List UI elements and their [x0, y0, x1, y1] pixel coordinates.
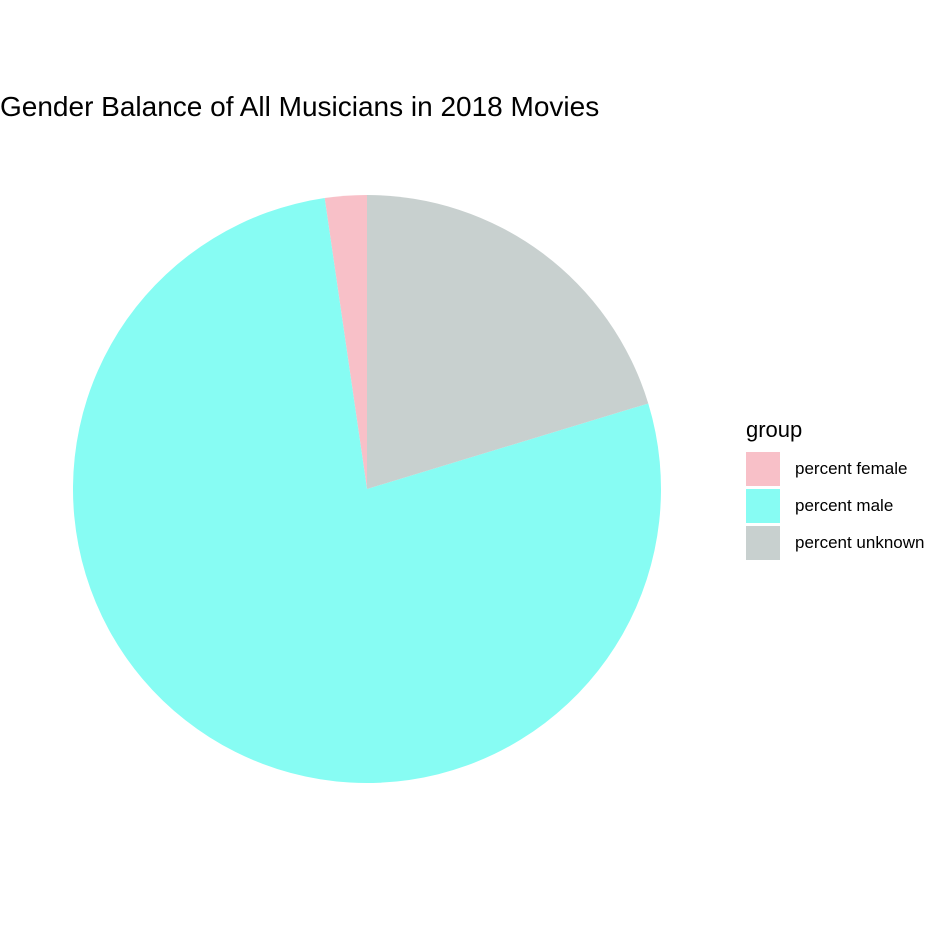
legend-item-male: percent male — [746, 487, 924, 524]
legend-label-male: percent male — [795, 495, 894, 515]
pie-slice-percent-unknown — [367, 195, 649, 489]
pie-slice-percent-female — [324, 195, 367, 489]
chart-title: Gender Balance of All Musicians in 2018 … — [0, 91, 600, 122]
legend-label-female: percent female — [795, 458, 908, 478]
legend-item-female: percent female — [746, 450, 924, 487]
legend-title: group — [746, 417, 803, 442]
legend-key-unknown — [746, 525, 780, 560]
legend-key-female — [746, 451, 780, 486]
pie-slice-percent-male — [72, 198, 661, 783]
legend-item-unknown: percent unknown — [746, 524, 924, 561]
pie-slices-group — [72, 195, 661, 783]
legend-key-male — [746, 488, 780, 523]
legend: group percent female percent male percen… — [746, 416, 924, 561]
legend-label-unknown: percent unknown — [795, 532, 925, 552]
